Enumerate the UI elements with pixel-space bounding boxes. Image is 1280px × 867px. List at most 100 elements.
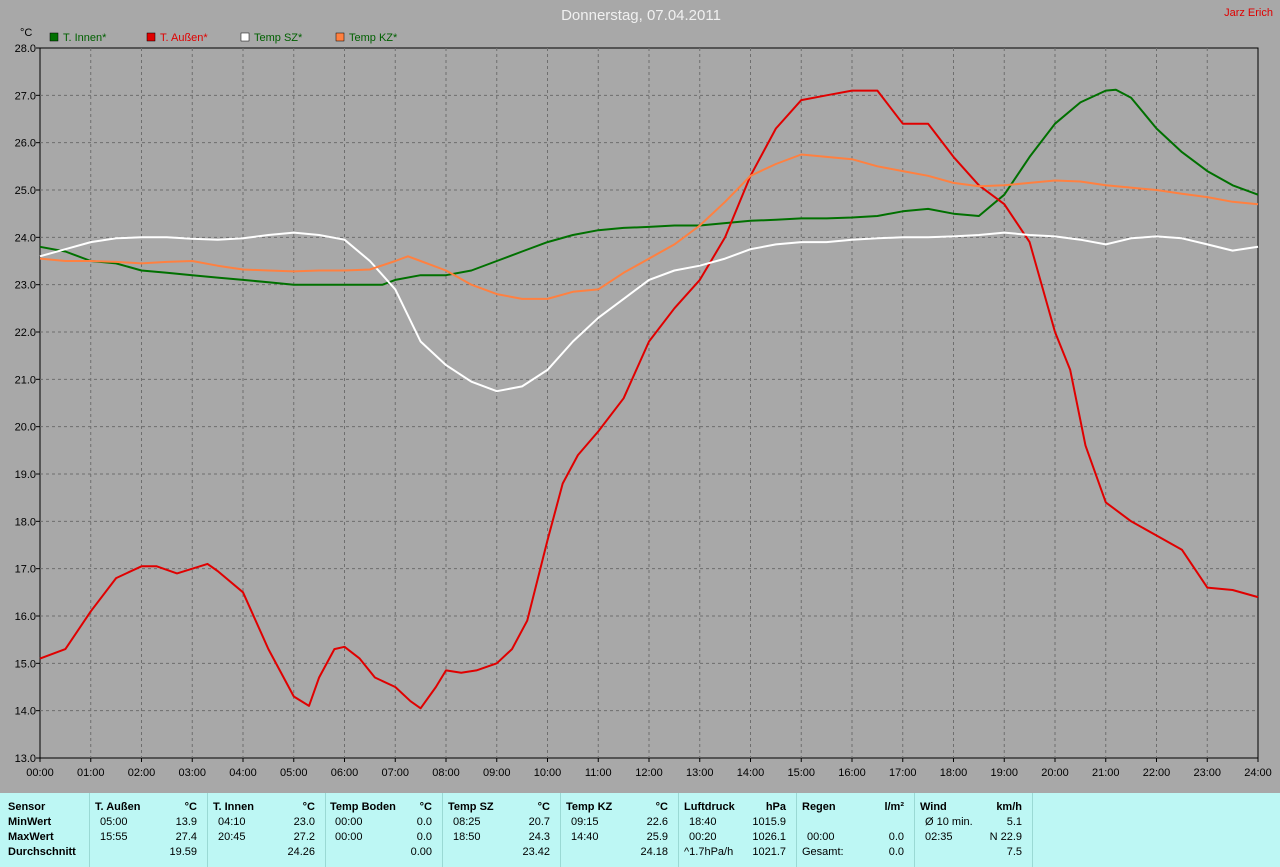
column-name: T. Außen: [95, 801, 141, 813]
legend-swatch: [335, 32, 345, 42]
avg-value: 0.00: [410, 846, 432, 858]
avg-value: 24.18: [640, 846, 668, 858]
y-tick-label: 14.0: [15, 706, 36, 718]
legend-label: T. Innen*: [63, 32, 107, 44]
x-tick-label: 17:00: [889, 767, 917, 779]
avg-value: 0.0: [888, 846, 904, 858]
x-tick-label: 09:00: [483, 767, 511, 779]
min-value: 1015.9: [752, 816, 786, 828]
series-line-1: [39, 89, 1259, 710]
min-time: 09:15: [571, 816, 599, 828]
min-value: 13.9: [175, 816, 197, 828]
stat-column: Temp KZ °C 09:15 22.6 14:40 25.9 24.18: [561, 793, 679, 867]
x-tick-label: 10:00: [534, 767, 562, 779]
min-value: 0.0: [416, 816, 432, 828]
author-label: Jarz Erich: [1224, 7, 1273, 19]
avg-value: 23.42: [522, 846, 550, 858]
y-tick-label: 16.0: [15, 611, 36, 623]
max-time: 00:20: [689, 831, 717, 843]
legend-label: Temp KZ*: [349, 32, 398, 44]
min-time: Ø 10 min.: [925, 816, 973, 828]
statistics-table: Sensor MinWert MaxWert Durchschnitt T. Außen…: [0, 793, 1280, 867]
x-tick-label: 16:00: [838, 767, 866, 779]
min-time: 04:10: [218, 816, 246, 828]
max-time: 18:50: [453, 831, 481, 843]
legend-swatch: [49, 32, 59, 42]
x-tick-label: 00:00: [26, 767, 54, 779]
y-unit-label: °C: [20, 27, 32, 39]
max-time: 02:35: [925, 831, 953, 843]
max-time: 00:00: [335, 831, 363, 843]
max-value: 1026.1: [752, 831, 786, 843]
row-label: MaxWert: [8, 831, 54, 843]
max-value: 24.3: [528, 831, 550, 843]
x-tick-label: 13:00: [686, 767, 714, 779]
y-tick-label: 20.0: [15, 422, 36, 434]
stat-column: Wind km/h Ø 10 min. 5.1 02:35 N 22.9 7.5: [915, 793, 1033, 867]
column-unit: l/m²: [884, 801, 904, 813]
avg-value: 1021.7: [752, 846, 786, 858]
avg-value: 19.59: [169, 846, 197, 858]
y-tick-label: 28.0: [15, 43, 36, 55]
avg-value: 7.5: [1006, 846, 1022, 858]
legend-label: T. Außen*: [160, 32, 208, 44]
x-tick-label: 02:00: [128, 767, 156, 779]
x-tick-label: 15:00: [787, 767, 815, 779]
y-tick-label: 19.0: [15, 469, 36, 481]
x-tick-label: 20:00: [1041, 767, 1069, 779]
column-name: Temp KZ: [566, 801, 613, 813]
stat-column: Temp Boden °C 00:00 0.0 00:00 0.0 0.00: [325, 793, 443, 867]
column-unit: °C: [537, 801, 550, 813]
column-name: Luftdruck: [684, 801, 735, 813]
max-value: 27.4: [175, 831, 197, 843]
column-name: Temp Boden: [330, 801, 396, 813]
row-label: MinWert: [8, 816, 52, 828]
chart-title: Donnerstag, 07.04.2011: [561, 7, 721, 24]
stat-column: T. Innen °C 04:10 23.0 20:45 27.2 24.26: [208, 793, 326, 867]
column-name: T. Innen: [213, 801, 254, 813]
x-tick-label: 22:00: [1143, 767, 1171, 779]
y-tick-label: 25.0: [15, 185, 36, 197]
x-tick-label: 08:00: [432, 767, 460, 779]
min-time: 18:40: [689, 816, 717, 828]
min-value: 5.1: [1006, 816, 1022, 828]
y-tick-label: 26.0: [15, 138, 36, 150]
x-tick-label: 23:00: [1193, 767, 1221, 779]
x-tick-label: 19:00: [990, 767, 1018, 779]
max-time: 20:45: [218, 831, 246, 843]
chart-area: 13.0 14.0 15.0 16.0 17.0 18.0 19.0 20.0 21.0 22.0…: [15, 7, 1273, 779]
avg-label: ^1.7hPa/h: [684, 846, 734, 858]
x-tick-label: 07:00: [381, 767, 409, 779]
y-tick-label: 27.0: [15, 90, 36, 102]
max-value: 0.0: [888, 831, 904, 843]
column-name: Regen: [802, 801, 836, 813]
stat-column: Regen l/m² 00:00 0.0 Gesamt: 0.0: [797, 793, 915, 867]
stat-column: Temp SZ °C 08:25 20.7 18:50 24.3 23.42: [443, 793, 561, 867]
column-unit: °C: [655, 801, 668, 813]
column-name: Temp SZ: [448, 801, 494, 813]
row-label-column: Sensor MinWert MaxWert Durchschnitt: [0, 793, 90, 867]
legend-swatch: [240, 32, 250, 42]
series-line-0: [39, 88, 1259, 286]
max-time: 00:00: [807, 831, 835, 843]
y-tick-label: 18.0: [15, 516, 36, 528]
y-tick-label: 24.0: [15, 232, 36, 244]
x-tick-label: 04:00: [229, 767, 257, 779]
row-label: Sensor: [8, 801, 46, 813]
series-line-2: [39, 231, 1259, 393]
column-unit: °C: [184, 801, 197, 813]
row-label: Durchschnitt: [8, 846, 76, 858]
x-tick-label: 06:00: [331, 767, 359, 779]
x-tick-label: 01:00: [77, 767, 105, 779]
max-time: 14:40: [571, 831, 599, 843]
avg-value: 24.26: [287, 846, 315, 858]
avg-label: Gesamt:: [802, 846, 844, 858]
column-unit: °C: [302, 801, 315, 813]
y-tick-label: 17.0: [15, 564, 36, 576]
series-line-3: [39, 153, 1259, 300]
x-tick-label: 05:00: [280, 767, 308, 779]
column-unit: hPa: [765, 801, 786, 813]
max-value: 25.9: [646, 831, 668, 843]
y-tick-label: 23.0: [15, 280, 36, 292]
column-unit: km/h: [996, 801, 1022, 813]
